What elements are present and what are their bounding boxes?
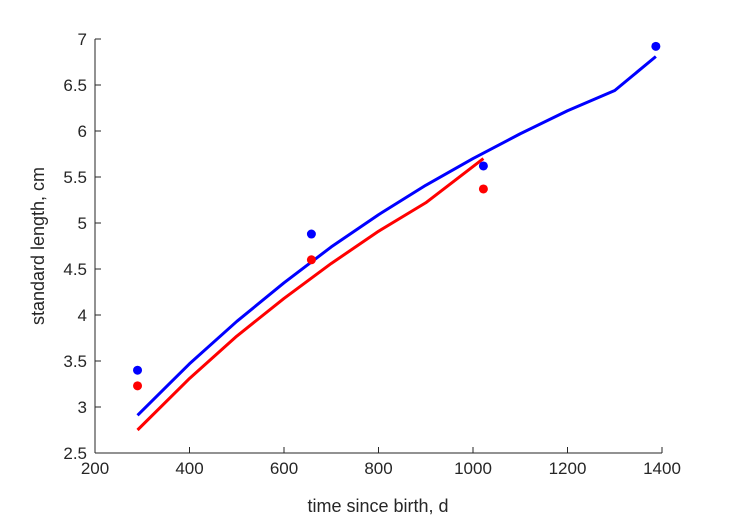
axes bbox=[94, 39, 662, 454]
y-tick-label: 6.5 bbox=[63, 76, 87, 95]
x-axis-label: time since birth, d bbox=[307, 496, 448, 516]
y-tick-label: 5 bbox=[78, 214, 87, 233]
y-axis-label: standard length, cm bbox=[28, 167, 48, 325]
blue-fit-line bbox=[136, 55, 657, 417]
y-tick-label: 7 bbox=[78, 30, 87, 49]
red-fit-line bbox=[136, 157, 485, 432]
y-tick-label: 4 bbox=[78, 306, 87, 325]
plot-area bbox=[133, 41, 661, 432]
x-tick-label: 400 bbox=[175, 459, 203, 478]
blue-data-point bbox=[478, 161, 488, 171]
x-tick-label: 1200 bbox=[549, 459, 587, 478]
y-tick-label: 3.5 bbox=[63, 352, 87, 371]
blue-data-point bbox=[306, 229, 316, 239]
red-data-point bbox=[478, 184, 488, 194]
y-tick-label: 3 bbox=[78, 398, 87, 417]
y-tick-label: 5.5 bbox=[63, 168, 87, 187]
blue-data-point bbox=[133, 365, 143, 375]
y-tick-label: 4.5 bbox=[63, 260, 87, 279]
blue-data-point bbox=[651, 41, 661, 51]
red-data-point bbox=[306, 255, 316, 265]
x-tick-label: 200 bbox=[81, 459, 109, 478]
y-tick-label: 6 bbox=[78, 122, 87, 141]
red-data-point bbox=[133, 381, 143, 391]
x-tick-label: 800 bbox=[364, 459, 392, 478]
x-tick-label: 1000 bbox=[454, 459, 492, 478]
y-tick-label: 2.5 bbox=[63, 444, 87, 463]
x-tick-label: 1400 bbox=[643, 459, 681, 478]
ticks: 200 400 600 800 1000 1200 1400 2.5 3 3.5 4 4.5 5 5.5 6… bbox=[63, 30, 681, 478]
x-tick-label: 600 bbox=[270, 459, 298, 478]
